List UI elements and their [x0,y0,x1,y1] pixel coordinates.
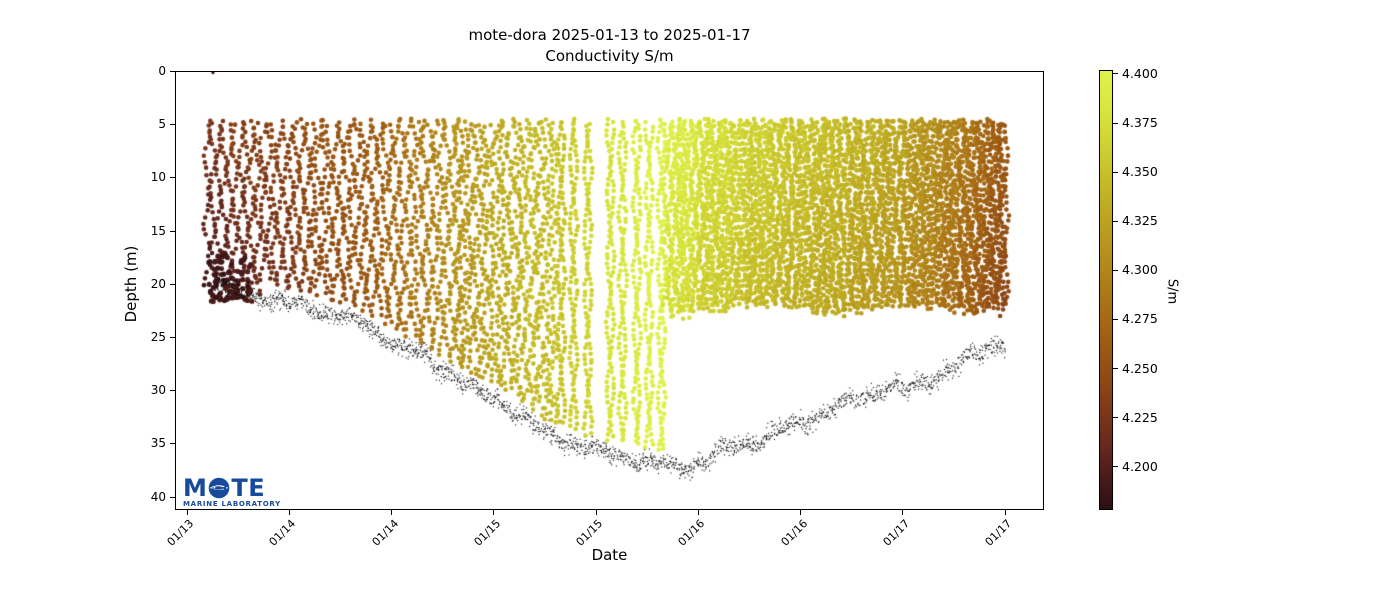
mote-logo: M TE MARINE LABORATORY [183,476,281,508]
colorbar-tick [1113,171,1118,173]
colorbar-tick [1113,417,1118,419]
y-axis-tick-label: 5 [158,117,166,132]
x-axis-tick [391,510,392,515]
plot-area: M TE MARINE LABORATORY [175,71,1044,510]
y-axis-tick-label: 20 [150,276,166,291]
y-axis-tick [170,390,175,392]
colorbar-tick-label: 4.200 [1122,458,1158,474]
y-axis-tick [170,71,175,72]
colorbar [1099,70,1113,510]
colorbar-tick [1113,318,1118,320]
colorbar-tick-label: 4.225 [1122,409,1158,425]
colorbar-unit-label: S/m [1164,278,1180,305]
globe-fish-icon [209,477,230,499]
y-axis-tick-label: 40 [150,489,166,504]
y-axis-tick [170,336,175,338]
y-axis-tick [170,283,175,285]
y-axis-tick [170,124,175,126]
x-axis-tick [1004,510,1006,515]
colorbar-gradient [1100,71,1112,509]
x-axis-tick [493,510,495,515]
y-axis-tick-label: 10 [150,170,166,185]
colorbar-tick [1113,73,1118,75]
colorbar-tick-label: 4.300 [1122,262,1158,278]
x-axis-tick [697,510,699,515]
chart-title: mote-dora 2025-01-13 to 2025-01-17 [468,26,751,44]
colorbar-tick [1113,122,1118,124]
y-axis-tick [170,230,175,232]
y-axis-tick [170,443,175,445]
y-axis-tick [170,496,175,498]
colorbar-tick-label: 4.275 [1122,311,1158,327]
logo-letter-m: M [183,474,208,502]
logo-wordmark: M TE [183,476,281,500]
x-axis-tick [595,510,597,515]
colorbar-tick-label: 4.400 [1122,65,1158,81]
y-axis-tick-label: 15 [150,223,166,238]
x-axis-tick [186,510,188,515]
chart-title-block: mote-dora 2025-01-13 to 2025-01-17 Condu… [175,25,1044,67]
colorbar-tick-label: 4.325 [1122,213,1158,229]
colorbar-tick [1113,269,1118,271]
logo-subtext: MARINE LABORATORY [183,500,281,508]
y-axis-tick-label: 0 [158,64,166,78]
y-axis-label: Depth (m) [122,245,140,323]
colorbar-tick-label: 4.350 [1122,164,1158,180]
logo-letters-te: TE [231,474,266,502]
colorbar-tick [1113,220,1118,222]
y-axis-tick [170,177,175,179]
x-axis-tick [902,510,904,515]
colorbar-tick [1113,466,1118,468]
y-axis-tick-label: 30 [150,383,166,398]
chart-subtitle: Conductivity S/m [545,47,674,65]
x-axis-label: Date [591,546,628,564]
colorbar-tick-label: 4.375 [1122,115,1158,131]
colorbar-tick-label: 4.250 [1122,360,1158,376]
scatter-plot-canvas [175,71,1044,510]
colorbar-tick [1113,368,1118,370]
y-axis-tick-label: 25 [150,329,166,344]
y-axis-tick-label: 35 [150,436,166,451]
x-axis-tick [288,510,290,515]
x-axis-tick [800,510,801,515]
